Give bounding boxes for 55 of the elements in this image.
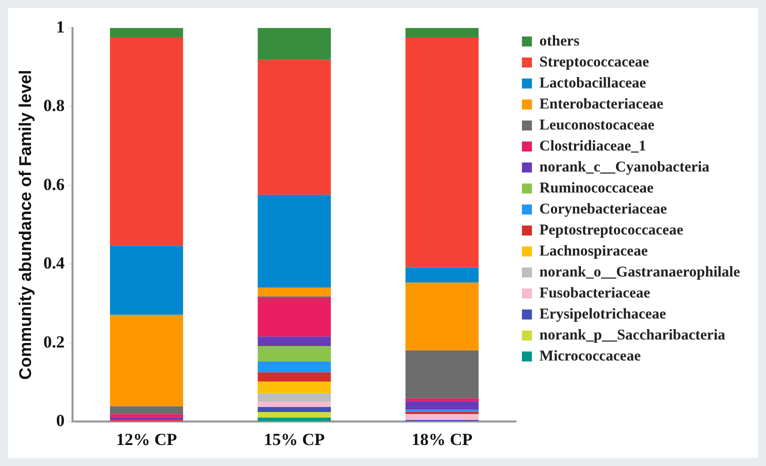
legend-label: norank_p__Saccharibacteria	[539, 327, 726, 344]
legend-label: Enterobacteriaceae	[539, 96, 664, 112]
legend-label: norank_o__Gastranaerophilale	[539, 264, 740, 280]
bar	[258, 288, 331, 296]
legend-label: Lactobacillaceae	[539, 75, 646, 92]
bar	[258, 393, 331, 402]
bar	[258, 407, 331, 412]
bar	[258, 361, 331, 372]
bar	[405, 414, 479, 420]
bar	[110, 414, 184, 418]
x-tick-label: 12% CP	[116, 430, 177, 450]
bar	[405, 282, 479, 350]
bar	[405, 401, 479, 410]
legend-label: others	[539, 33, 580, 50]
y-tick-label: 1	[56, 17, 65, 36]
y-axis-title: Community abundance of Family level	[16, 70, 35, 380]
bar	[405, 267, 479, 283]
y-tick-label: 0.8	[43, 96, 65, 116]
bar	[258, 402, 331, 408]
legend-label: norank_c__Cyanobacteria	[539, 159, 710, 176]
bar	[405, 37, 479, 268]
legend-label: Erysipelotrichaceae	[539, 306, 666, 322]
bar	[405, 350, 479, 398]
bar	[405, 398, 479, 402]
bar	[110, 28, 184, 38]
y-tick-label: 0	[56, 410, 65, 430]
legend-label: Clostridiaceae_1	[539, 138, 646, 154]
bar	[258, 336, 331, 346]
bar	[258, 412, 331, 418]
bar	[258, 346, 331, 362]
bar	[258, 28, 331, 60]
bar	[110, 246, 184, 315]
x-tick-label: 15% CP	[264, 430, 325, 450]
y-tick-label: 0.4	[43, 254, 66, 273]
legend-label: Peptostreptococcaceae	[539, 222, 684, 238]
bar	[258, 298, 331, 337]
legend-label: Ruminococcaceae	[539, 180, 654, 196]
bar	[110, 314, 184, 406]
bar	[258, 381, 331, 394]
legend-label: Micrococcaceae	[539, 348, 642, 364]
bar	[110, 37, 184, 246]
bar	[405, 28, 479, 38]
y-tick-label: 0.6	[43, 174, 65, 194]
legend-label: Fusobacteriaceae	[539, 285, 651, 302]
legend-label: Leuconostocaceae	[539, 117, 655, 134]
bar	[258, 194, 331, 288]
bar	[110, 406, 184, 414]
bar	[258, 372, 331, 382]
x-tick-label: 18% CP	[412, 430, 473, 450]
legend-label: Corynebacteriaceae	[539, 201, 668, 218]
y-tick-label: 0.2	[43, 332, 65, 352]
legend-label: Streptococcaceae	[539, 54, 650, 70]
bar	[258, 60, 331, 195]
bar	[258, 418, 331, 422]
legend-label: Lachnospiraceae	[539, 243, 648, 260]
